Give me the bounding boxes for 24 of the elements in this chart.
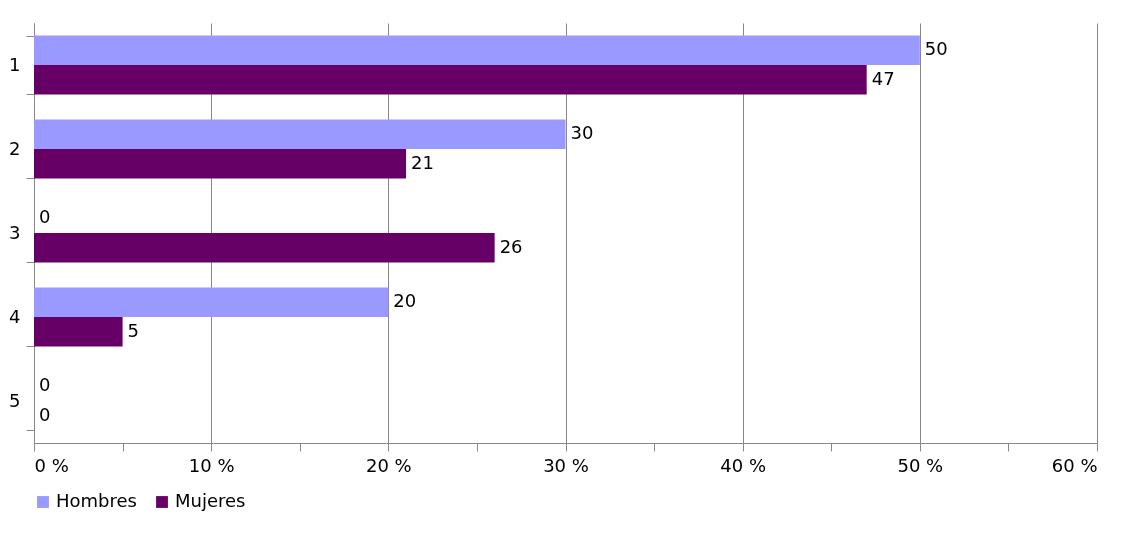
data-label: 26 (499, 235, 523, 257)
data-label: 30 (570, 122, 594, 144)
x-tick-label: 20 % (365, 454, 412, 476)
x-tick-label: 60 % (1051, 454, 1098, 476)
x-tick-label: 40 % (720, 454, 767, 476)
x-tick-label: 10 % (188, 454, 235, 476)
x-tick-label: 50 % (897, 454, 944, 476)
data-label: 20 (393, 290, 417, 312)
y-tick-label: 4 (9, 305, 21, 327)
y-tick-label: 2 (9, 137, 21, 159)
data-label: 5 (127, 319, 140, 341)
data-label: 50 (924, 38, 948, 60)
y-tick-label: 5 (9, 389, 21, 411)
data-label: 0 (39, 403, 51, 425)
data-label: 21 (411, 151, 434, 173)
y-tick-label: 1 (9, 53, 21, 75)
y-tick-label: 3 (9, 221, 21, 243)
x-tick-label: 30 % (543, 454, 589, 476)
x-tick-label: 0 % (34, 454, 69, 476)
data-label: 0 (39, 374, 51, 396)
data-label: 0 (39, 206, 51, 228)
legend-label: Mujeres (175, 490, 246, 511)
data-label: 47 (871, 67, 895, 89)
legend-label: Hombres (56, 490, 137, 511)
